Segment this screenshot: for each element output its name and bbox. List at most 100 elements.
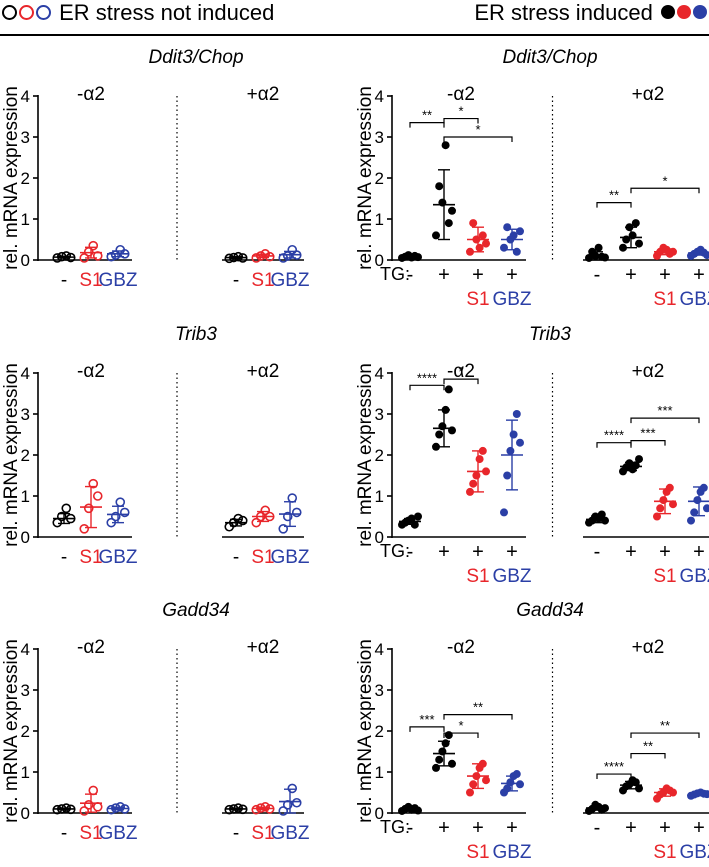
data-point [625,223,634,232]
data-point [472,235,481,244]
x-category-label: GBZ [679,566,709,587]
data-point [52,253,63,263]
tg-sign: + [506,541,518,563]
data-point [233,803,244,813]
data-point [410,520,419,529]
significance-bracket [443,136,513,142]
data-point [115,802,126,812]
data-point [601,804,609,813]
tg-sign: + [472,264,484,286]
data-point [291,507,302,518]
tg-sign: + [659,264,671,286]
data-point [466,487,474,496]
data-point [469,219,478,228]
y-tick-label: 0 [21,251,30,270]
y-tick-label: 4 [375,87,384,106]
data-point [414,806,422,815]
data-point [88,478,99,489]
data-point [251,253,262,263]
significance-label: ** [422,108,432,123]
significance-label: * [458,104,463,119]
data-point [65,252,76,263]
x-category-label: S1 [653,566,676,587]
data-point [472,772,481,781]
y-axis-label: rel. mRNA expression [355,639,376,823]
x-category-label: GBZ [679,842,709,863]
data-point [282,799,293,810]
x-category-label: - [61,823,67,844]
significance-label: ** [643,739,653,754]
data-point [228,804,239,814]
chart-title: Trib3 [175,324,217,345]
data-point [79,253,90,263]
x-category-label: - [233,823,239,844]
filled-circle-black-icon [661,5,675,20]
y-axis-label: rel. mRNA expression [1,363,22,547]
significance-label: ** [660,718,670,733]
tg-sign: + [659,817,671,839]
data-point [432,763,440,772]
data-point [625,459,634,468]
data-point [255,251,266,261]
data-point [509,430,518,439]
data-point [435,755,444,764]
data-point [251,517,262,528]
significance-bracket [443,378,479,385]
significance-label: *** [657,403,672,418]
y-tick-label: 0 [21,528,30,547]
data-point [703,504,709,513]
data-point [669,247,677,256]
data-point [635,239,643,248]
y-tick-label: 1 [21,487,30,506]
y-tick-label: 4 [21,640,30,659]
x-category-label: GBZ [492,842,531,863]
data-point [653,512,661,521]
data-point [503,223,512,232]
y-tick-label: 4 [375,640,384,659]
data-point [475,455,484,464]
chart-title: Gadd34 [516,600,584,621]
data-point [448,426,456,435]
data-point [282,511,293,522]
data-point [482,467,490,476]
x-category-label: S1 [79,547,102,568]
significance-bracket [630,752,666,759]
tg-sign: + [625,541,637,563]
panel-label-plus-alpha2: +α2 [632,637,665,658]
data-point [432,231,440,240]
data-point [287,783,298,794]
tg-sign: - [407,264,414,286]
y-tick-label: 1 [375,210,384,229]
significance-bracket [409,726,445,732]
significance-label: ** [609,188,619,203]
data-point [119,249,130,259]
data-point [500,243,508,252]
data-point [466,788,474,797]
data-point [115,497,126,507]
y-tick-label: 4 [21,364,30,383]
significance-label: **** [417,370,437,385]
data-point [83,799,94,810]
data-point [264,251,275,262]
data-point [441,405,450,414]
significance-label: * [475,122,480,137]
data-point [237,804,248,815]
open-circle-red-icon [19,4,34,20]
tg-sign: - [407,817,414,839]
data-point [65,513,76,524]
data-point [669,788,677,797]
data-point [224,804,235,815]
significance-bracket [630,187,700,194]
chart-title: Gadd34 [162,600,230,621]
panel-label-minus-alpha2: -α2 [77,84,105,105]
tg-sign: + [625,264,637,286]
significance-label: * [458,364,463,379]
data-point [631,461,640,470]
x-category-label: GBZ [270,547,309,568]
significance-label: **** [604,759,624,774]
significance-bracket [630,417,700,424]
data-point [478,231,487,240]
